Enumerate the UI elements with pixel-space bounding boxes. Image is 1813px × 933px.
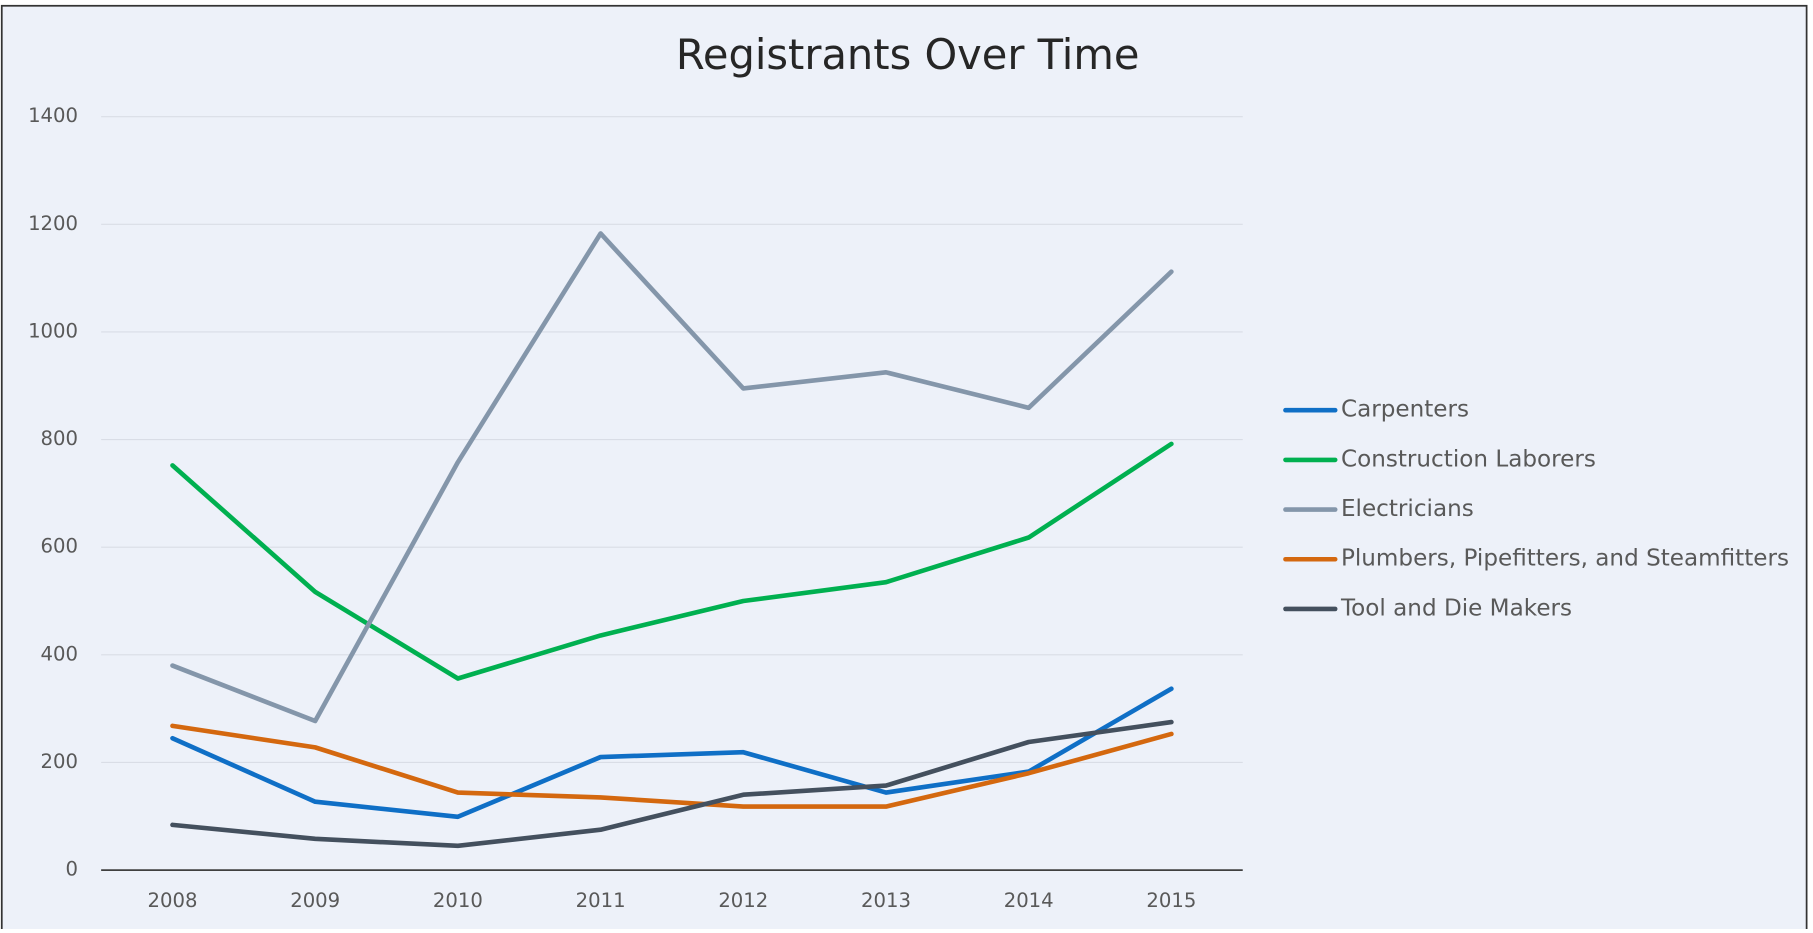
series-line: [170, 231, 1174, 724]
x-tick-label: 2013: [861, 889, 911, 912]
series-line: [170, 723, 1174, 809]
x-tick-label: 2008: [148, 889, 198, 912]
chart-title: Registrants Over Time: [676, 30, 1140, 79]
y-tick-label: 1200: [28, 212, 78, 235]
legend-label: Plumbers, Pipefitters, and Steamfitters: [1341, 546, 1789, 572]
x-tick-label: 2014: [1004, 889, 1054, 912]
legend-label: Electricians: [1341, 496, 1474, 522]
x-tick-label: 2009: [290, 889, 340, 912]
legend-label: Carpenters: [1341, 397, 1469, 423]
legend-label: Tool and Die Makers: [1340, 595, 1572, 621]
x-tick-label: 2015: [1146, 889, 1196, 912]
y-tick-label: 400: [41, 642, 78, 665]
series-line: [170, 686, 1174, 820]
x-tick-label: 2012: [718, 889, 768, 912]
legend-label: Construction Laborers: [1341, 446, 1596, 472]
y-tick-label: 600: [41, 535, 78, 558]
y-tick-label: 1000: [28, 319, 78, 342]
series-line: [170, 441, 1174, 681]
y-tick-label: 0: [66, 858, 79, 881]
x-tick-label: 2010: [433, 889, 483, 912]
x-tick-label: 2011: [576, 889, 626, 912]
y-tick-label: 200: [41, 750, 78, 773]
y-tick-label: 1400: [28, 104, 78, 127]
y-tick-label: 800: [41, 427, 78, 450]
series-line: [170, 719, 1174, 849]
